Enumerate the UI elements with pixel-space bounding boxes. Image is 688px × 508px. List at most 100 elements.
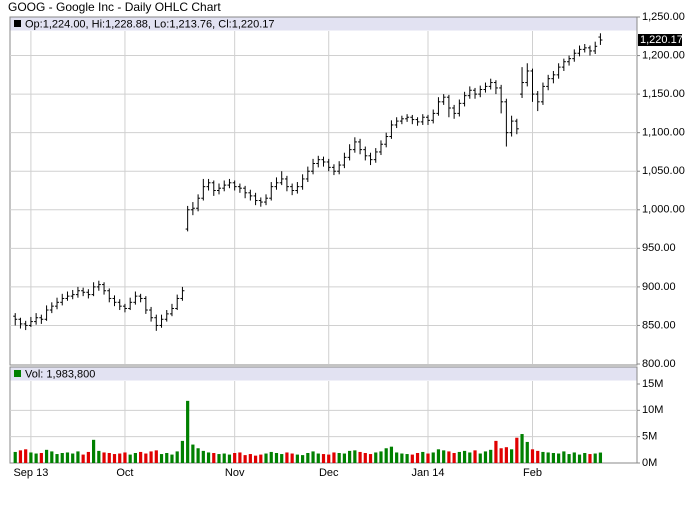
volume-bar bbox=[86, 451, 90, 463]
volume-bar bbox=[348, 450, 352, 463]
volume-bar bbox=[24, 449, 28, 463]
volume-bar bbox=[342, 453, 346, 463]
volume-bar bbox=[468, 452, 472, 463]
volume-bar bbox=[217, 454, 221, 463]
volume-bar bbox=[395, 452, 399, 463]
volume-bar bbox=[196, 448, 200, 463]
y-tick-label: 1,100.00 bbox=[642, 127, 685, 139]
volume-bar bbox=[243, 455, 247, 463]
volume-bar bbox=[290, 453, 294, 463]
volume-bar bbox=[321, 454, 326, 463]
volume-bar bbox=[285, 452, 289, 463]
volume-bar bbox=[530, 449, 535, 463]
y-tick-label: 850.00 bbox=[642, 319, 676, 331]
volume-bar bbox=[97, 450, 101, 463]
volume-bar bbox=[102, 452, 106, 463]
ohlc-info: Op:1,224.00, Hi:1,228.88, Lo:1,213.76, C… bbox=[25, 18, 275, 30]
volume-bar bbox=[327, 454, 331, 463]
volume-bar bbox=[436, 449, 441, 463]
volume-bar bbox=[504, 447, 508, 463]
volume-bar bbox=[337, 452, 341, 463]
y-tick-label: 900.00 bbox=[642, 281, 676, 293]
volume-bar bbox=[39, 452, 43, 463]
volume-bar bbox=[65, 452, 70, 463]
x-tick-label: Feb bbox=[523, 467, 542, 479]
volume-bar bbox=[389, 446, 394, 463]
volume-bar bbox=[133, 452, 137, 463]
volume-bar bbox=[180, 440, 185, 463]
volume-bar bbox=[29, 452, 33, 463]
volume-bar bbox=[112, 454, 117, 463]
volume-bar bbox=[306, 452, 310, 463]
volume-bar bbox=[431, 452, 435, 463]
price-header bbox=[10, 17, 637, 31]
volume-bar bbox=[457, 451, 461, 463]
volume-bar bbox=[154, 450, 158, 463]
volume-bar bbox=[71, 453, 75, 463]
volume-bar bbox=[541, 451, 545, 463]
volume-bar bbox=[227, 454, 232, 463]
volume-bar bbox=[598, 452, 603, 463]
volume-bar bbox=[311, 451, 315, 463]
volume-bar bbox=[295, 454, 299, 463]
volume-bar bbox=[405, 454, 409, 463]
volume-bar bbox=[546, 452, 550, 463]
volume-bar bbox=[264, 453, 268, 463]
volume-bar bbox=[368, 454, 373, 463]
x-tick-label: Nov bbox=[225, 467, 245, 479]
volume-bar bbox=[567, 454, 571, 463]
volume-header bbox=[10, 367, 637, 381]
volume-bar bbox=[76, 451, 80, 463]
volume-bar bbox=[238, 452, 242, 463]
volume-bar bbox=[280, 454, 284, 463]
volume-bar bbox=[562, 451, 566, 463]
x-tick-label: Dec bbox=[319, 467, 339, 479]
y-tick-label: 15M bbox=[642, 378, 663, 390]
volume-bar bbox=[212, 452, 216, 463]
y-tick-label: 1,050.00 bbox=[642, 165, 685, 177]
volume-bar bbox=[222, 453, 226, 463]
volume-bar bbox=[572, 452, 576, 463]
volume-bar bbox=[206, 452, 211, 463]
y-tick-label: 1,200.00 bbox=[642, 49, 685, 61]
volume-bar bbox=[233, 452, 237, 463]
volume-bar bbox=[499, 448, 503, 463]
chart-title: GOOG - Google Inc - Daily OHLC Chart bbox=[8, 0, 221, 14]
volume-bar bbox=[60, 452, 64, 463]
volume-bar bbox=[583, 452, 587, 463]
volume-bar bbox=[447, 451, 451, 463]
y-tick-label: 10M bbox=[642, 404, 663, 416]
volume-bar bbox=[353, 450, 357, 463]
volume-bar bbox=[379, 451, 383, 463]
volume-bar bbox=[374, 452, 378, 463]
volume-bar bbox=[50, 451, 54, 463]
volume-bar bbox=[316, 453, 320, 463]
volume-bar bbox=[201, 450, 205, 463]
x-tick-label: Jan 14 bbox=[411, 467, 444, 479]
x-tick-label: Sep 13 bbox=[13, 467, 48, 479]
volume-bar bbox=[588, 454, 592, 463]
y-tick-label: 800.00 bbox=[642, 358, 676, 370]
volume-bar bbox=[118, 453, 122, 463]
y-tick-label: 1,150.00 bbox=[642, 88, 685, 100]
y-tick-label: 0M bbox=[642, 457, 657, 469]
volume-bar bbox=[191, 444, 195, 463]
price-panel bbox=[9, 16, 638, 366]
volume-bar bbox=[557, 453, 561, 463]
volume-bar bbox=[525, 441, 529, 463]
volume-bar bbox=[170, 454, 174, 463]
volume-bar bbox=[55, 454, 59, 463]
x-tick-label: Oct bbox=[116, 467, 133, 479]
volume-bar bbox=[175, 451, 179, 463]
volume-bar bbox=[123, 452, 127, 463]
legend-icon bbox=[14, 370, 21, 377]
volume-bar bbox=[442, 450, 446, 463]
volume-bar bbox=[478, 453, 482, 463]
volume-bar bbox=[520, 434, 524, 463]
volume-bar bbox=[363, 452, 367, 463]
volume-bar bbox=[107, 452, 111, 463]
volume-bar bbox=[358, 451, 362, 463]
volume-bar bbox=[248, 454, 252, 463]
y-tick-label: 950.00 bbox=[642, 242, 676, 254]
